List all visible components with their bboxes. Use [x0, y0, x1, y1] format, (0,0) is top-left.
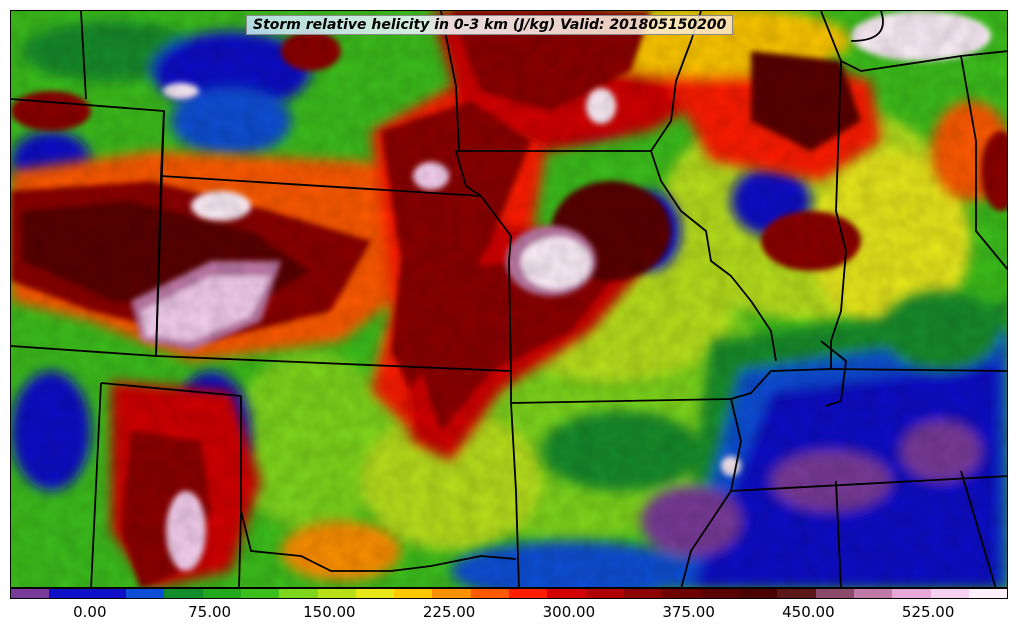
colorbar-tick-label: 375.00	[662, 603, 715, 621]
colorbar-segment	[49, 589, 88, 598]
colorbar-segment	[968, 589, 1008, 598]
colorbar-tick-label: 300.00	[542, 603, 596, 621]
colorbar-segment	[930, 589, 969, 598]
colorbar-segment	[815, 589, 854, 598]
colorbar-segment	[585, 589, 624, 598]
colorbar-segment	[700, 589, 739, 598]
colorbar-segment	[432, 589, 471, 598]
colorbar-tick-label: 75.00	[188, 603, 232, 621]
colorbar-segment	[164, 589, 203, 598]
colorbar-segment	[662, 589, 701, 598]
colorbar-tick-label: 450.00	[782, 603, 835, 621]
map-panel	[10, 10, 1008, 588]
helicity-map	[11, 11, 1007, 587]
colorbar-segment	[240, 589, 280, 598]
colorbar-segment	[892, 589, 931, 598]
colorbar-segment	[777, 589, 816, 598]
colorbar-segment	[87, 589, 126, 598]
colorbar-segment	[317, 589, 356, 598]
helicity-field	[11, 11, 1007, 587]
colorbar	[10, 588, 1008, 599]
colorbar-segment	[624, 589, 663, 598]
colorbar-tick-label: 150.00	[303, 603, 356, 621]
colorbar-tick-label: 0.00	[73, 603, 107, 621]
colorbar-segment	[853, 589, 893, 598]
colorbar-tick-labels: 0.00 75.00 150.00 225.00 300.00 375.00 450.00 5…	[10, 600, 1008, 630]
colorbar-segment	[11, 589, 50, 598]
colorbar-tick-label: 225.00	[422, 603, 476, 621]
colorbar-segment	[125, 589, 165, 598]
state-boundaries	[11, 11, 1007, 587]
colorbar-tick-label: 525.00	[901, 603, 955, 621]
colorbar-segment	[202, 589, 241, 598]
map-title: Storm relative helicity in 0-3 km (J/kg)…	[246, 15, 734, 35]
colorbar-segment	[509, 589, 548, 598]
colorbar-segment	[547, 589, 586, 598]
colorbar-segment	[355, 589, 395, 598]
colorbar-segment	[470, 589, 510, 598]
colorbar-segment	[738, 589, 778, 598]
colorbar-segment	[279, 589, 318, 598]
colorbar-segment	[394, 589, 433, 598]
